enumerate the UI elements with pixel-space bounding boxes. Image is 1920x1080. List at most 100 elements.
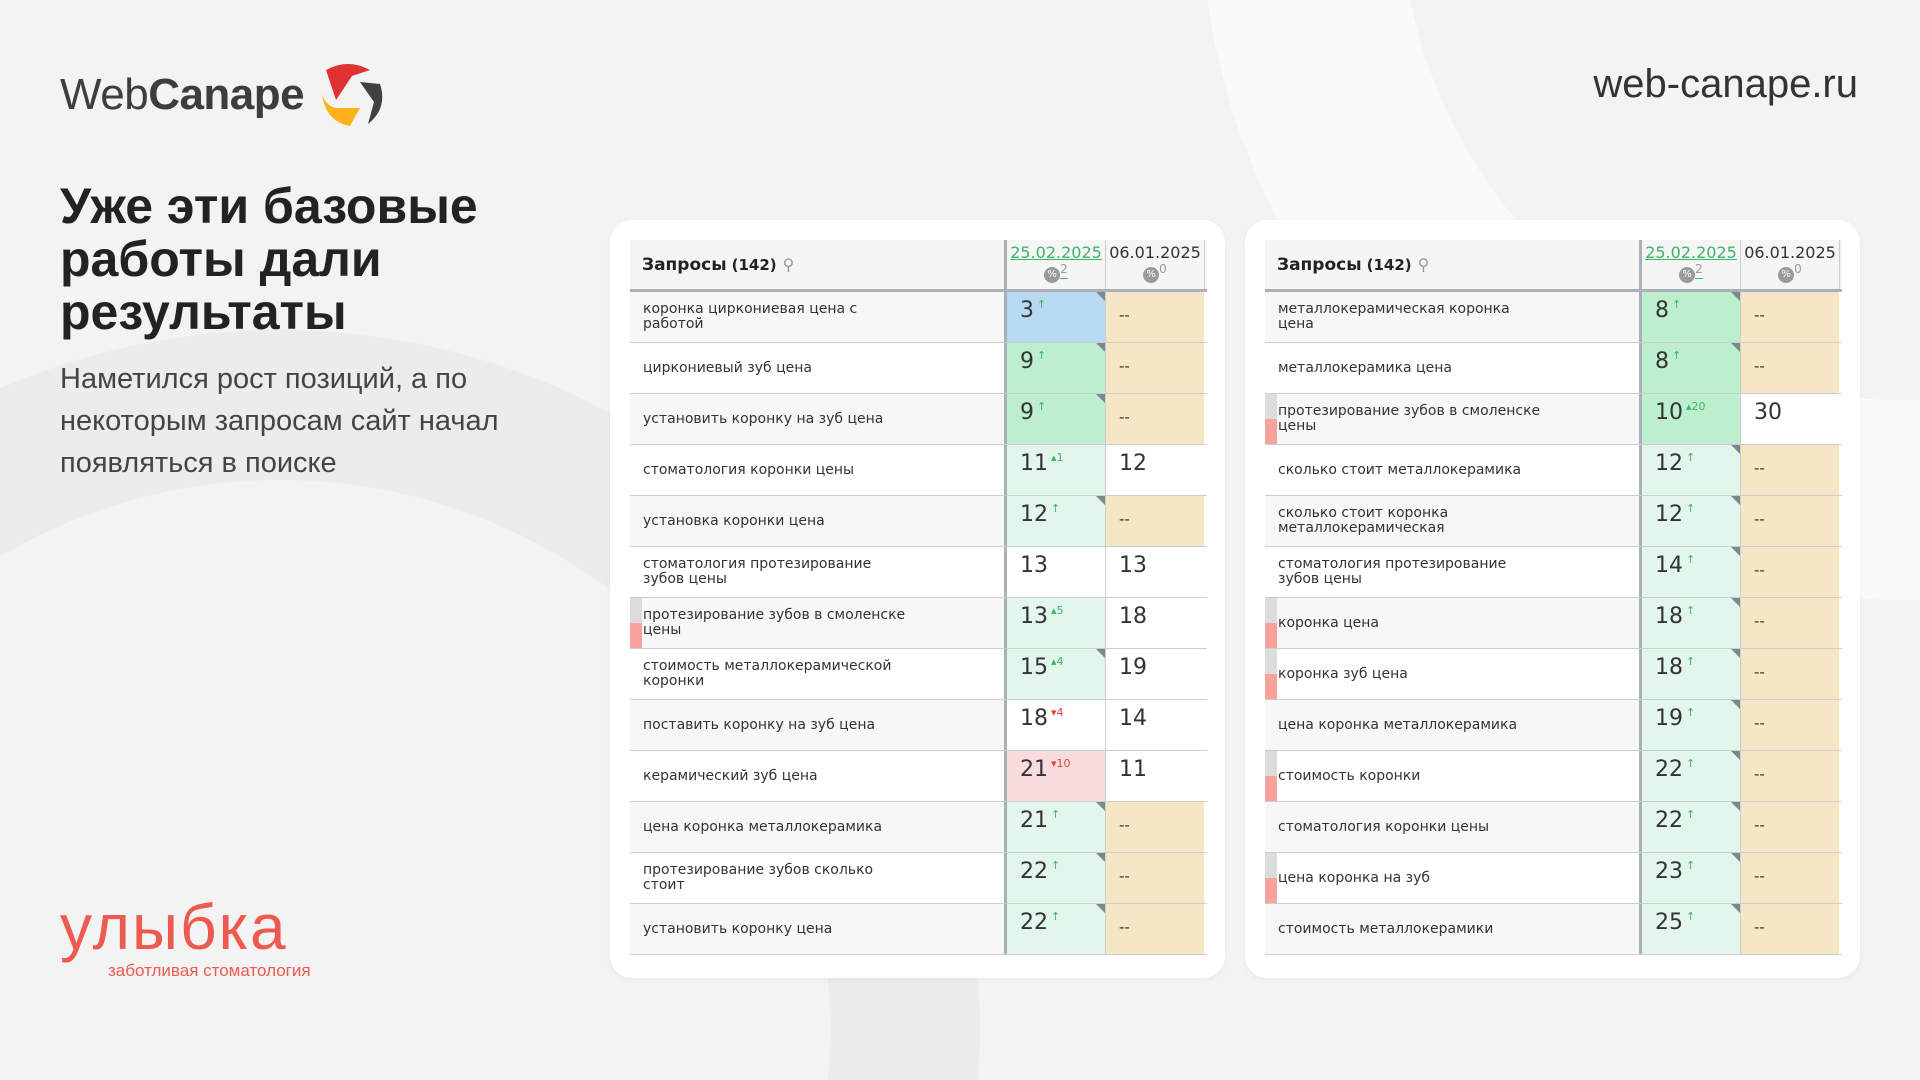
position-value: 12 [1655,502,1683,527]
new-corner-icon [1731,853,1740,862]
page-subtitle: Наметился рост позиций, а по некоторым з… [60,363,499,479]
table-row: установить коронку цена 22 ↑ -- [630,904,1207,955]
table-row: циркониевый зуб цена 9 ↑ -- [630,343,1207,394]
position-value: 25 [1655,910,1683,935]
previous-position-cell: -- [1741,802,1839,852]
percent-icon[interactable]: % [1143,267,1160,283]
position-value: 23 [1655,859,1683,884]
date-label[interactable]: 25.02.2025 [1010,243,1102,262]
previous-position-cell: 19 [1106,649,1204,699]
position-delta: ↑ [1686,859,1696,872]
query-text: металлокерамика цена [1278,359,1452,376]
previous-position-cell: -- [1741,343,1839,393]
previous-position-cell: -- [1741,445,1839,495]
new-corner-icon [1731,445,1740,454]
table-row: установка коронки цена 12 ↑ -- [630,496,1207,547]
header-queries: Запросы (142) ⚲ [1265,240,1642,289]
search-icon[interactable]: ⚲ [782,255,795,274]
previous-position-cell: -- [1741,751,1839,801]
table-row: протезирование зубов в смоленске цены 13 ▴… [630,598,1207,649]
position-value: 13 [1020,604,1048,629]
previous-position-cell: 18 [1106,598,1204,648]
previous-position-cell: 12 [1106,445,1204,495]
new-corner-icon [1731,292,1740,301]
percent-count: 0 [1794,262,1802,276]
previous-position-cell: 14 [1106,700,1204,750]
table-header: Запросы (142) ⚲ 25.02.2025% 2 06.01.2025% 0 [1265,240,1842,292]
status-marker [1265,394,1277,444]
query-cell: установить коронку цена [630,904,1007,954]
position-delta: ↑ [1686,757,1696,770]
query-cell: стоматология коронки цены [1265,802,1642,852]
position-delta: ↑ [1051,859,1061,872]
position-cell: 12 ↑ [1007,496,1106,546]
percent-count: 2 [1060,262,1068,276]
query-text: коронка цена [1278,614,1379,631]
percent-icon[interactable]: % [1044,267,1061,283]
query-cell: керамический зуб цена [630,751,1007,801]
query-cell: цена коронка металлокерамика [1265,700,1642,750]
position-cell: 22 ↑ [1007,904,1106,954]
previous-position-cell: 11 [1106,751,1204,801]
query-cell: коронка циркониевая цена с работой [630,292,1007,342]
header-date-1[interactable]: 25.02.2025% 2 [1642,240,1741,289]
date-label: 06.01.2025 [1744,243,1836,262]
position-cell: 22 ↑ [1642,802,1741,852]
query-cell: металлокерамическая коронка цена [1265,292,1642,342]
position-delta: ↑ [1051,808,1061,821]
position-cell: 12 ↑ [1642,445,1741,495]
query-cell: стоимость коронки [1265,751,1642,801]
new-corner-icon [1096,394,1105,403]
position-value: 18 [1020,706,1048,731]
query-cell: коронка цена [1265,598,1642,648]
positions-card-right: Запросы (142) ⚲ 25.02.2025% 2 06.01.2025% 0 мет… [1245,220,1860,978]
table-row: установить коронку на зуб цена 9 ↑ -- [630,394,1207,445]
date-label: 06.01.2025 [1109,243,1201,262]
query-cell: цена коронка металлокерамика [630,802,1007,852]
table-row: стоимость коронки 22 ↑ -- [1265,751,1842,802]
date-label[interactable]: 25.02.2025 [1645,243,1737,262]
position-cell: 19 ↑ [1642,700,1741,750]
query-cell: протезирование зубов сколько стоит [630,853,1007,903]
position-value: 3 [1020,298,1034,323]
position-cell: 14 ↑ [1642,547,1741,597]
queries-title: Запросы [1277,254,1362,275]
previous-position-cell: -- [1741,853,1839,903]
positions-table: Запросы (142) ⚲ 25.02.2025% 2 06.01.2025% 0 мет… [1265,240,1842,955]
position-delta: ▾10 [1051,757,1071,770]
search-icon[interactable]: ⚲ [1417,255,1430,274]
position-cell: 10 ▴20 [1642,394,1741,444]
logo-text-bold: Canape [148,70,305,119]
position-value: 8 [1655,349,1669,374]
previous-position-cell: -- [1106,904,1204,954]
position-cell: 25 ↑ [1642,904,1741,954]
position-delta: ↑ [1686,502,1696,515]
query-text: стоимость коронки [1278,767,1421,784]
position-delta: ↑ [1686,451,1696,464]
previous-position-cell: -- [1106,292,1204,342]
percent-indicator: % 0 [1106,262,1204,283]
query-text: керамический зуб цена [643,767,818,784]
position-cell: 8 ↑ [1642,343,1741,393]
query-text: установить коронку цена [643,920,833,937]
query-text: поставить коронку на зуб цена [643,716,876,733]
percent-icon[interactable]: % [1778,267,1795,283]
table-row: сколько стоит металлокерамика 12 ↑ -- [1265,445,1842,496]
logo-text: WebCanape [60,70,305,120]
table-row: стоимость металлокерамической коронки 15 ▴… [630,649,1207,700]
status-marker [1265,853,1277,903]
percent-icon[interactable]: % [1679,267,1696,283]
query-cell: сколько стоит металлокерамика [1265,445,1642,495]
query-cell: стоматология коронки цены [630,445,1007,495]
position-value: 11 [1020,451,1048,476]
positions-card-left: Запросы (142) ⚲ 25.02.2025% 2 06.01.2025% 0 кор… [610,220,1225,978]
position-delta: ↑ [1037,349,1047,362]
previous-position-cell: -- [1741,292,1839,342]
query-cell: протезирование зубов в смоленске цены [630,598,1007,648]
webcanape-logo: WebCanape [60,62,384,128]
new-corner-icon [1731,649,1740,658]
query-text: стоимость металлокерамики [1278,920,1494,937]
header-date-1[interactable]: 25.02.2025% 2 [1007,240,1106,289]
position-value: 10 [1655,400,1683,425]
table-row: коронка цена 18 ↑ -- [1265,598,1842,649]
